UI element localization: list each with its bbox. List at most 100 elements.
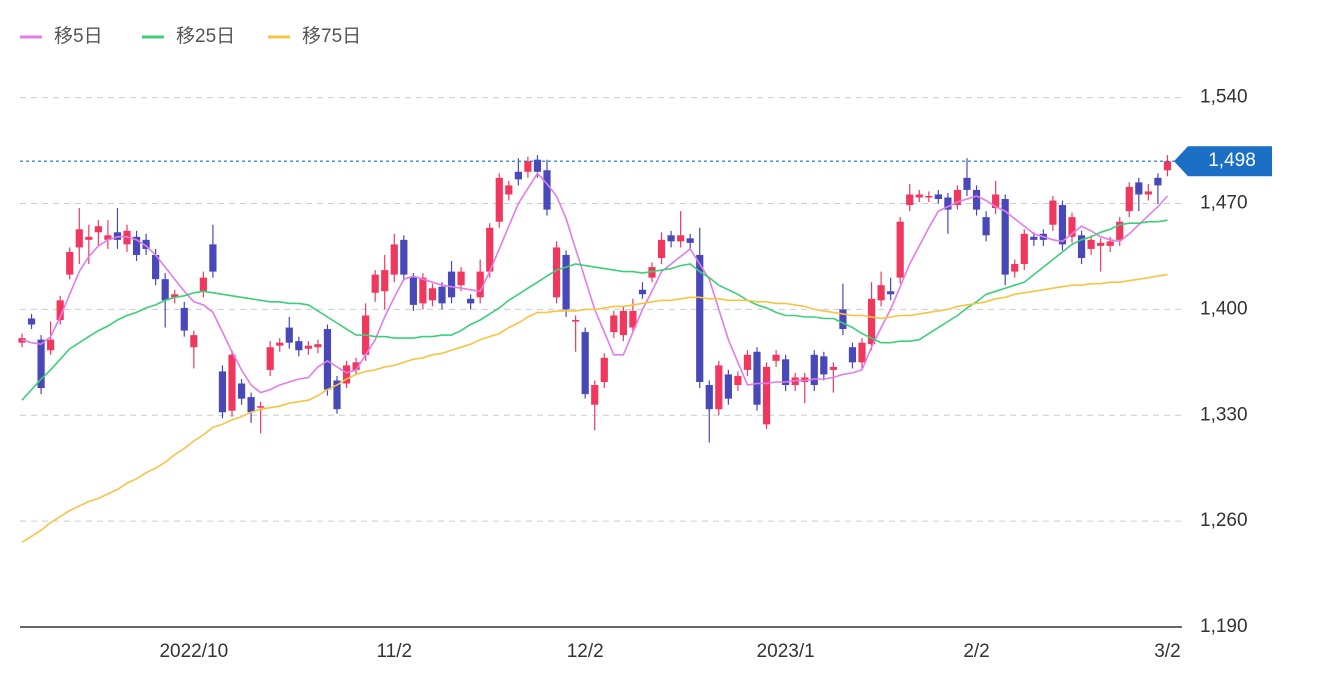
candle-body <box>476 271 484 298</box>
y-tick-label: 1,330 <box>1200 404 1248 425</box>
legend-label: 移25日 <box>176 25 235 47</box>
candle-body <box>667 235 675 242</box>
candle-body <box>610 315 618 333</box>
candle-body <box>1087 239 1095 249</box>
moving-average-line <box>21 219 1168 401</box>
candle-body <box>972 189 981 210</box>
candle-body <box>906 194 914 206</box>
candle-body <box>447 271 456 298</box>
candle-body <box>1068 217 1076 237</box>
candle-body <box>199 277 207 292</box>
candle-body <box>724 374 732 399</box>
candle-body <box>352 362 360 370</box>
candle-body <box>266 347 274 370</box>
candle-body <box>867 298 876 345</box>
candle-body <box>533 159 542 172</box>
candle-body <box>514 171 522 180</box>
candle-body <box>104 235 112 240</box>
candle-body <box>428 288 437 301</box>
x-tick-label: 2022/10 <box>159 641 228 662</box>
candle-body <box>1049 200 1057 225</box>
candle-body <box>992 194 1000 209</box>
candle-body <box>304 345 312 349</box>
candle-body <box>94 226 102 233</box>
candle-body <box>180 307 188 331</box>
candle-body <box>877 285 885 301</box>
candle-body <box>1077 235 1086 258</box>
candle-body <box>295 341 303 351</box>
candle-body <box>887 291 895 295</box>
y-tick-label: 1,470 <box>1200 193 1248 214</box>
candle-body <box>782 359 790 386</box>
candle-body <box>839 309 847 330</box>
candle-body <box>400 239 408 275</box>
candle-body <box>1097 242 1105 246</box>
candle-body <box>1116 221 1124 240</box>
candle-body <box>963 177 971 190</box>
candle-body <box>734 375 742 386</box>
candle-body <box>677 235 685 242</box>
candle-body <box>342 365 351 384</box>
candle-body <box>66 251 74 275</box>
candle-body <box>1125 186 1133 212</box>
candle-body <box>152 254 160 280</box>
candle-body <box>37 339 45 389</box>
candle-body <box>715 365 723 410</box>
candle-body <box>629 310 637 328</box>
candle-body <box>247 397 255 413</box>
candle-body <box>657 239 666 258</box>
candle-body <box>1001 199 1009 275</box>
candle-body <box>333 380 341 410</box>
last-price-label: 1,498 <box>1208 150 1256 171</box>
last-price-badge <box>1174 146 1272 177</box>
candle-body <box>1011 264 1019 272</box>
moving-average-line <box>21 273 1168 543</box>
candle-body <box>1163 161 1172 171</box>
x-tick-label: 12/2 <box>567 641 604 662</box>
candle-body <box>1106 241 1114 246</box>
candle-body <box>457 271 465 286</box>
candle-body <box>829 366 837 370</box>
candle-body <box>390 244 398 275</box>
candle-body <box>1058 205 1067 245</box>
candle-body <box>1020 233 1028 265</box>
candle-body <box>161 279 169 301</box>
candle-body <box>810 354 818 386</box>
candle-body <box>543 170 551 210</box>
candle-body <box>581 332 589 395</box>
y-tick-label: 1,260 <box>1200 510 1248 531</box>
legend-label: 移75日 <box>302 25 361 47</box>
candle-body <box>1154 177 1162 186</box>
candle-body <box>142 239 150 249</box>
candle-body <box>944 197 952 210</box>
candle-body <box>591 385 599 405</box>
y-tick-label: 1,540 <box>1200 87 1248 108</box>
candle-body <box>1135 182 1143 195</box>
x-tick-label: 3/2 <box>1154 641 1180 662</box>
candle-body <box>820 356 828 375</box>
candle-body <box>896 221 904 278</box>
candle-body <box>1030 236 1038 240</box>
candle-body <box>572 319 580 322</box>
candle-body <box>314 344 322 348</box>
candle-body <box>171 294 179 298</box>
candle-body <box>524 161 532 172</box>
candle-body <box>467 298 475 304</box>
candle-body <box>705 385 713 410</box>
candle-body <box>772 354 780 361</box>
candle-body <box>276 342 284 346</box>
candle-body <box>218 371 227 413</box>
x-tick-label: 2/2 <box>963 641 989 662</box>
candle-body <box>209 244 217 272</box>
candle-body <box>934 194 942 200</box>
candle-body <box>56 300 64 320</box>
candle-body <box>552 247 561 298</box>
candle-body <box>323 329 332 390</box>
candle-body <box>505 185 513 195</box>
candle-body <box>381 270 389 292</box>
candle-body <box>915 194 923 198</box>
y-tick-label: 1,400 <box>1200 298 1248 319</box>
candle-body <box>371 274 379 293</box>
candle-body <box>486 227 494 272</box>
